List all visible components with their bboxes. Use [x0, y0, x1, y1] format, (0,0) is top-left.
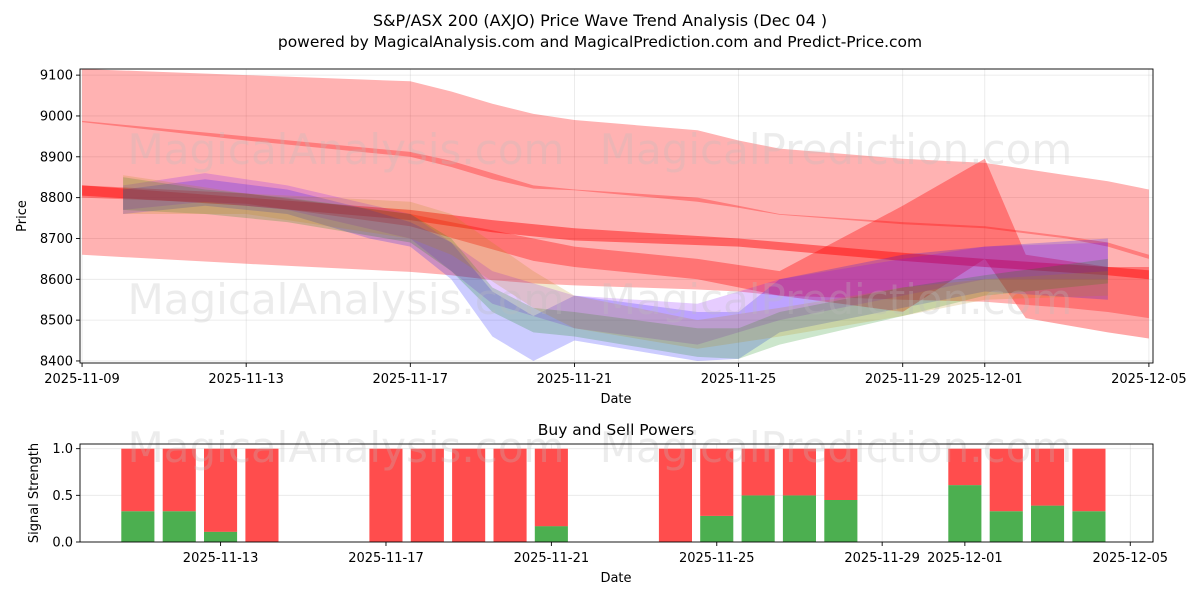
price-y-tick-label: 8400	[40, 354, 73, 369]
price-waves	[82, 69, 1149, 361]
price-y-tick-label: 8900	[40, 150, 73, 165]
sell-bar	[245, 448, 279, 542]
sell-bar	[534, 448, 568, 527]
wave-band-purple-wave	[123, 173, 1108, 345]
buy-sell-x-ticks: 2025-11-13 2025-11-17 2025-11-21 2025-11-25…	[183, 542, 1168, 566]
sell-bar	[658, 448, 692, 542]
price-grid	[80, 69, 1153, 363]
price-wave-chart: MagicalAnalysis.com MagicalPrediction.com…	[15, 68, 1187, 407]
sell-bar	[452, 448, 486, 542]
price-y-ticks: 8400 8500 8600 8700 8800 8900 9000 9100	[40, 69, 80, 369]
sell-bar	[369, 448, 403, 542]
price-watermarks: MagicalAnalysis.com MagicalPrediction.com…	[128, 125, 1073, 324]
price-x-tick-label: 2025-11-25	[701, 372, 777, 387]
price-x-label: Date	[600, 392, 631, 407]
price-x-tick-label: 2025-11-21	[537, 372, 613, 387]
price-x-tick-label: 2025-11-09	[44, 372, 120, 387]
buy-bar	[989, 511, 1023, 542]
buy-bar	[1031, 505, 1065, 542]
buy-sell-x-tick-label: 2025-11-29	[844, 551, 920, 566]
buy-sell-x-label: Date	[600, 571, 631, 586]
watermark-0: MagicalAnalysis.com	[128, 125, 565, 174]
watermark-2: MagicalAnalysis.com	[128, 275, 565, 324]
price-y-tick-label: 8600	[40, 273, 73, 288]
buy-sell-y-tick-label: 1.0	[52, 442, 73, 457]
sell-bar	[782, 448, 816, 496]
price-x-ticks: 2025-11-09 2025-11-13 2025-11-17 2025-11-21…	[44, 363, 1187, 387]
sell-bar	[989, 448, 1023, 512]
buy-sell-y-tick-label: 0.0	[52, 536, 73, 551]
wave-band-long-wave-lower	[82, 120, 1149, 319]
price-y-tick-label: 9100	[40, 69, 73, 84]
buy-sell-x-tick-label: 2025-11-13	[183, 551, 259, 566]
wave-band-red-spike-wave	[82, 158, 1149, 339]
buy-bar	[782, 495, 816, 542]
watermark-1: MagicalPrediction.com	[600, 125, 1073, 174]
buy-sell-y-ticks: 0.0 0.5 1.0	[52, 442, 80, 551]
buy-sell-y-label: Signal Strength	[27, 443, 42, 543]
buy-sell-watermark-1: MagicalPrediction.com	[600, 423, 1073, 472]
buy-sell-x-tick-label: 2025-11-21	[514, 551, 590, 566]
buy-sell-title: Buy and Sell Powers	[538, 421, 695, 439]
sell-bar	[162, 448, 196, 512]
sell-bar	[1072, 448, 1106, 512]
buy-bar	[204, 531, 238, 542]
buy-bar	[741, 495, 775, 542]
buy-bar	[1072, 511, 1106, 542]
sell-bar	[204, 448, 238, 532]
price-x-tick-label: 2025-11-17	[373, 372, 449, 387]
wave-band-blue-wave	[123, 179, 1108, 361]
wave-band-green-wave	[123, 177, 1108, 359]
buy-sell-watermarks: MagicalAnalysis.com MagicalPrediction.com	[128, 423, 1073, 472]
sell-bar	[121, 448, 155, 512]
price-x-tick-label: 2025-11-29	[865, 372, 941, 387]
price-x-tick-label: 2025-12-01	[947, 372, 1023, 387]
wave-band-olive-wave	[123, 175, 1108, 349]
chart-subtitle: powered by MagicalAnalysis.com and Magic…	[278, 33, 922, 51]
price-y-tick-label: 8700	[40, 232, 73, 247]
sell-bar	[493, 448, 527, 542]
buy-bar	[121, 511, 155, 542]
price-y-tick-label: 9000	[40, 109, 73, 124]
buy-sell-bars	[121, 448, 1106, 542]
buy-bar	[534, 526, 568, 542]
buy-sell-x-tick-label: 2025-11-17	[348, 551, 424, 566]
buy-sell-x-tick-label: 2025-12-05	[1092, 551, 1168, 566]
buy-bar	[824, 500, 858, 542]
buy-sell-axes-frame	[79, 443, 1154, 543]
chart-title: S&P/ASX 200 (AXJO) Price Wave Trend Anal…	[373, 11, 827, 30]
price-y-label: Price	[15, 200, 30, 232]
sell-bar	[824, 448, 858, 500]
buy-sell-watermark-0: MagicalAnalysis.com	[128, 423, 565, 472]
sell-bar	[948, 448, 982, 486]
price-x-tick-label: 2025-11-13	[208, 372, 284, 387]
price-axes-frame	[79, 68, 1154, 364]
buy-bar	[162, 511, 196, 542]
buy-sell-x-tick-label: 2025-11-25	[679, 551, 755, 566]
price-x-tick-label: 2025-12-05	[1111, 372, 1187, 387]
buy-sell-y-tick-label: 0.5	[52, 489, 73, 504]
wave-band-long-wave-upper	[82, 69, 1149, 259]
price-y-tick-label: 8800	[40, 191, 73, 206]
buy-bar	[700, 515, 734, 542]
buy-sell-chart: Buy and Sell Powers MagicalAnalysis.com M…	[27, 421, 1168, 586]
price-y-tick-label: 8500	[40, 314, 73, 329]
sell-bar	[741, 448, 775, 496]
sell-bar	[700, 448, 734, 516]
wave-band-mid-wave-down	[82, 185, 1149, 280]
watermark-3: MagicalPrediction.com	[600, 275, 1073, 324]
sell-bar	[410, 448, 444, 542]
buy-sell-x-tick-label: 2025-12-01	[927, 551, 1003, 566]
buy-bar	[948, 485, 982, 542]
sell-bar	[1031, 448, 1065, 506]
